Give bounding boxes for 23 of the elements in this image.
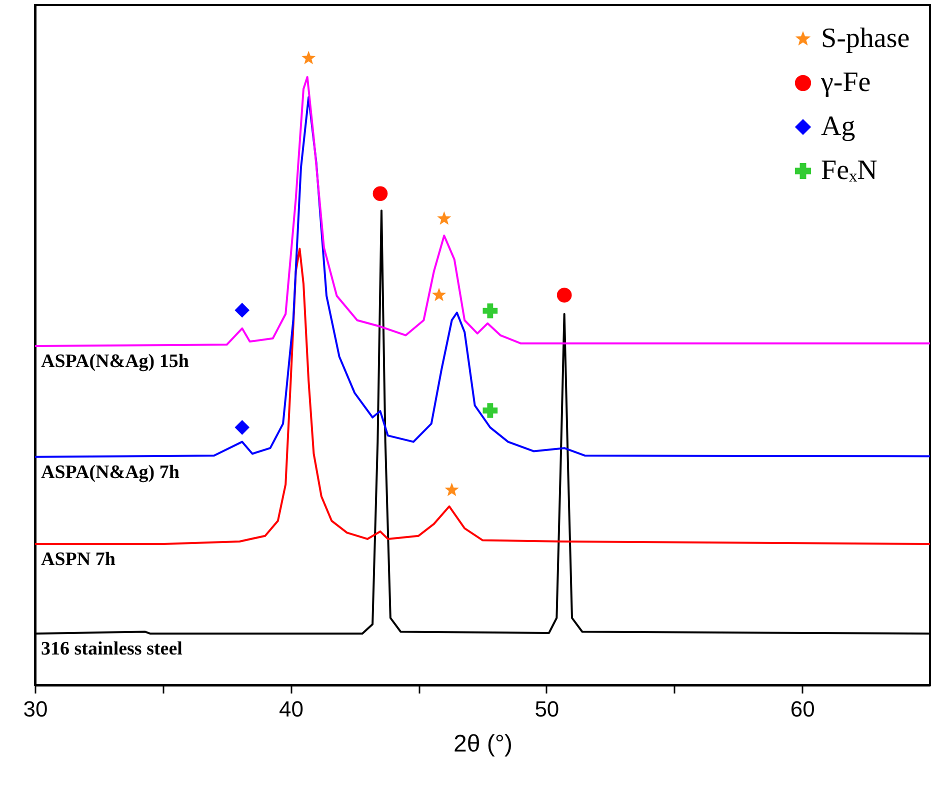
legend-label: Ag [821, 111, 856, 142]
point [234, 302, 250, 318]
legend-label: FeₓN [821, 155, 878, 186]
point [556, 288, 572, 303]
point [302, 50, 316, 64]
point [437, 211, 452, 225]
x-tick-label: 30 [23, 696, 48, 722]
x-axis-title: 2θ (°) [454, 730, 512, 758]
point [372, 186, 388, 202]
x-tick-label: 60 [790, 696, 815, 722]
point [444, 482, 459, 496]
legend-label: γ-Fe [820, 67, 871, 98]
x-tick-label: 50 [534, 696, 560, 722]
x-tick-label: 40 [278, 696, 304, 722]
series-label: ASPA(N&Ag) 15h [41, 350, 190, 372]
point [482, 403, 498, 418]
series-label: ASPN 7h [41, 548, 116, 570]
series-label: 316 stainless steel [41, 638, 182, 660]
point [482, 303, 498, 318]
series-label: ASPA(N&Ag) 7h [41, 462, 180, 483]
point [432, 288, 446, 302]
legend-label: S-phase [821, 23, 910, 54]
point [234, 420, 250, 435]
